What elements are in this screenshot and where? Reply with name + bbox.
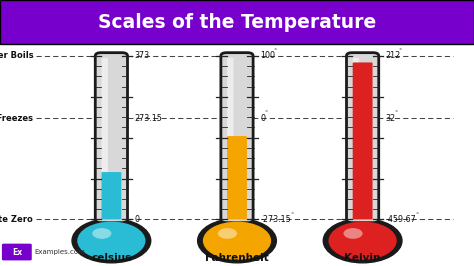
Text: Absolute Zero: Absolute Zero [0,215,33,224]
Text: 373: 373 [135,51,150,60]
Text: Water Boils: Water Boils [0,51,33,60]
Circle shape [218,228,237,239]
Circle shape [85,226,138,256]
Text: °: ° [399,49,402,53]
Text: Fahrenheit: Fahrenheit [205,253,269,263]
Text: 32: 32 [386,114,396,123]
Text: 273.15: 273.15 [135,114,163,123]
Circle shape [210,226,264,256]
FancyBboxPatch shape [2,244,32,260]
FancyBboxPatch shape [353,58,359,218]
FancyBboxPatch shape [101,172,121,219]
Text: 212: 212 [386,51,401,60]
Circle shape [328,222,397,260]
Text: Examples.com: Examples.com [35,249,85,255]
FancyBboxPatch shape [101,58,108,218]
FancyBboxPatch shape [227,136,247,219]
Circle shape [336,226,389,256]
Text: °: ° [290,212,293,217]
Text: 0: 0 [135,215,140,224]
Text: 0: 0 [260,114,265,123]
Circle shape [92,228,111,239]
Circle shape [77,222,146,260]
Text: -459.67: -459.67 [386,215,417,224]
Text: °: ° [264,111,268,116]
Circle shape [344,228,363,239]
Text: Ex: Ex [12,248,22,257]
Text: Scales of the Temperature: Scales of the Temperature [98,13,376,32]
FancyBboxPatch shape [346,53,379,223]
Circle shape [198,219,276,263]
Text: 100: 100 [260,51,275,60]
FancyBboxPatch shape [95,53,128,223]
Text: °: ° [394,111,398,116]
Circle shape [72,219,151,263]
Circle shape [203,222,271,260]
Text: °: ° [416,212,419,217]
FancyBboxPatch shape [0,0,474,44]
FancyBboxPatch shape [353,63,373,219]
FancyBboxPatch shape [227,58,234,218]
Circle shape [323,219,402,263]
FancyBboxPatch shape [221,53,253,223]
Text: -273.15: -273.15 [260,215,291,224]
Text: celsius: celsius [91,253,131,263]
Text: °: ° [273,49,276,53]
Text: Kelvin: Kelvin [345,253,381,263]
Text: Water Freezes: Water Freezes [0,114,33,123]
